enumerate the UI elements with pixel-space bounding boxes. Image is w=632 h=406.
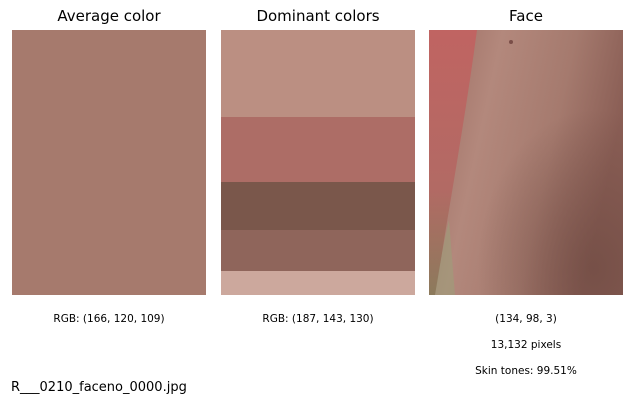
face-skin-tones: Skin tones: 99.51% (475, 365, 577, 377)
dominant-color-band (221, 182, 415, 230)
dominant-colors-title: Dominant colors (256, 7, 380, 25)
face-rgb: (134, 98, 3) (495, 313, 557, 325)
average-color-swatch (12, 30, 206, 295)
face-pixel-count: 13,132 pixels (490, 339, 562, 351)
average-color-rgb: RGB: (166, 120, 109) (53, 313, 165, 325)
average-color-title: Average color (57, 7, 161, 25)
face-title: Face (509, 7, 543, 25)
dominant-color-rgb: RGB: (187, 143, 130) (262, 313, 374, 325)
dominant-color-band (221, 30, 415, 117)
filename-label: R___0210_faceno_0000.jpg (11, 380, 187, 395)
dominant-color-band (221, 271, 415, 295)
face-image (429, 30, 623, 295)
dominant-color-band (221, 117, 415, 182)
face-crop-picture (429, 30, 623, 295)
dominant-color-band (221, 230, 415, 271)
dominant-colors-swatch (221, 30, 415, 295)
